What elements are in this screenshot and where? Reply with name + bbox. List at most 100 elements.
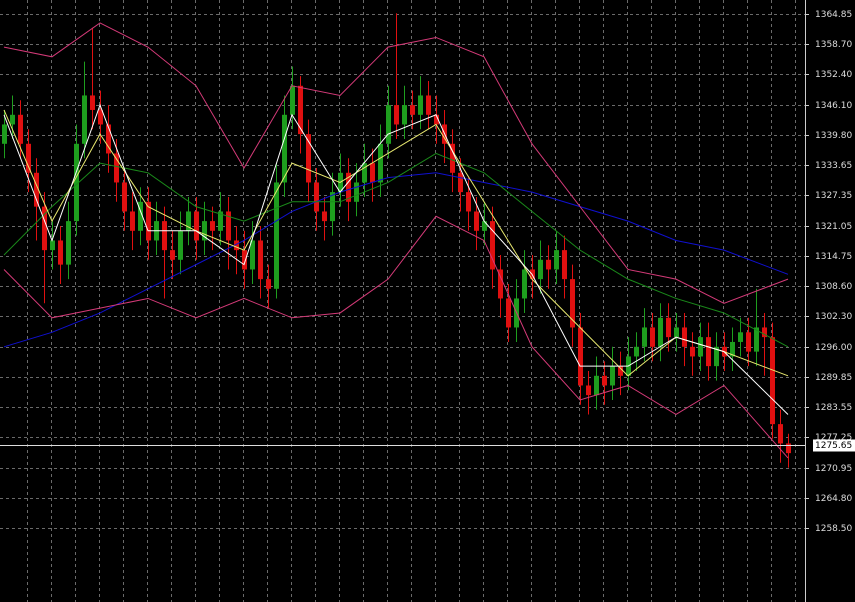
y-tick-label: 1339.80 [815, 131, 852, 141]
candle-body [634, 346, 639, 357]
candle-body [378, 143, 383, 183]
candle-body [690, 346, 695, 357]
candle-body [66, 221, 71, 265]
candle-body [274, 182, 279, 289]
candle-body [386, 105, 391, 144]
candle-body [714, 346, 719, 367]
candle-body [146, 201, 151, 241]
candle-body [258, 240, 263, 280]
candle-body [122, 182, 127, 212]
candle-body [730, 341, 735, 357]
candle-body [162, 221, 167, 251]
y-tick-label: 1289.85 [815, 373, 852, 383]
candle-body [434, 114, 439, 125]
y-tick-label: 1346.10 [815, 101, 852, 111]
candle-body [578, 327, 583, 386]
candle-body [594, 375, 599, 396]
candle-body [354, 182, 359, 202]
candle-body [450, 143, 455, 173]
y-tick-label: 1364.85 [815, 10, 852, 20]
candle-body [674, 327, 679, 338]
indicator-line [3, 215, 789, 459]
candle-body [210, 221, 215, 231]
candle-body [50, 240, 55, 251]
candle-body [58, 240, 63, 265]
candle-body [226, 211, 231, 241]
candle-body [402, 105, 407, 125]
candle-body [98, 109, 103, 125]
candle-body [698, 337, 703, 357]
candle-body [282, 114, 287, 183]
candle-body [330, 192, 335, 222]
candle-body [490, 221, 495, 270]
candle-body [770, 337, 775, 425]
candle-body [290, 85, 295, 115]
candle-body [682, 327, 687, 347]
candle-body [194, 211, 199, 241]
y-tick-label: 1283.55 [815, 403, 852, 413]
candle-body [266, 279, 271, 289]
candle-body [346, 172, 351, 202]
candle-body [426, 95, 431, 115]
candle-body [754, 327, 759, 352]
candle-body [586, 385, 591, 396]
y-tick-label: 1333.65 [815, 161, 852, 171]
candle-body [322, 211, 327, 222]
candle-body [34, 172, 39, 207]
candle-body [130, 211, 135, 231]
candle-body [562, 250, 567, 280]
candle-body [178, 230, 183, 260]
y-tick-label: 1302.30 [815, 312, 852, 322]
y-tick-label: 1296.00 [815, 343, 852, 353]
candle-body [394, 105, 399, 125]
y-tick-label: 1352.40 [815, 70, 852, 80]
indicator-line [3, 152, 789, 348]
candle-body [506, 298, 511, 328]
candle-body [546, 259, 551, 270]
y-tick-label: 1314.75 [815, 252, 852, 262]
y-tick-label: 1308.60 [815, 282, 852, 292]
candle-body [90, 95, 95, 110]
candle-body [738, 332, 743, 342]
candle-body [42, 206, 47, 251]
current-price-label: 1275.65 [815, 441, 852, 451]
candle-body [554, 250, 559, 270]
indicator-line [3, 103, 789, 415]
candle-body [522, 269, 527, 299]
y-tick-label: 1277.25 [815, 433, 852, 443]
indicator-line [3, 109, 789, 377]
candle-body [138, 201, 143, 231]
candle-body [418, 95, 423, 115]
candle-body [706, 337, 711, 367]
candle-body [650, 327, 655, 347]
candle-body [26, 143, 31, 173]
candle-body [186, 211, 191, 231]
candle-body [306, 134, 311, 183]
candle-body [74, 143, 79, 222]
candle-body [2, 124, 7, 144]
candle-body [570, 279, 575, 328]
candle-body [170, 250, 175, 260]
y-tick-label: 1321.05 [815, 222, 852, 232]
candle-body [10, 114, 15, 125]
candle-body [218, 211, 223, 231]
candle-body [610, 366, 615, 386]
candle-body [202, 221, 207, 241]
y-tick-label: 1327.35 [815, 191, 852, 201]
candle-body [466, 192, 471, 212]
candle-body [82, 95, 87, 144]
y-tick-label: 1264.80 [815, 494, 852, 504]
candle-body [234, 240, 239, 251]
candle-body [370, 163, 375, 183]
candle-body [458, 172, 463, 193]
candle-body [746, 332, 751, 352]
candle-body [666, 317, 671, 338]
candle-body [106, 124, 111, 154]
y-tick-label: 1258.50 [815, 524, 852, 534]
candle-body [762, 327, 767, 338]
candle-body [474, 211, 479, 231]
y-tick-label: 1270.95 [815, 464, 852, 474]
indicator-line [3, 172, 789, 348]
candle-body [602, 375, 607, 386]
